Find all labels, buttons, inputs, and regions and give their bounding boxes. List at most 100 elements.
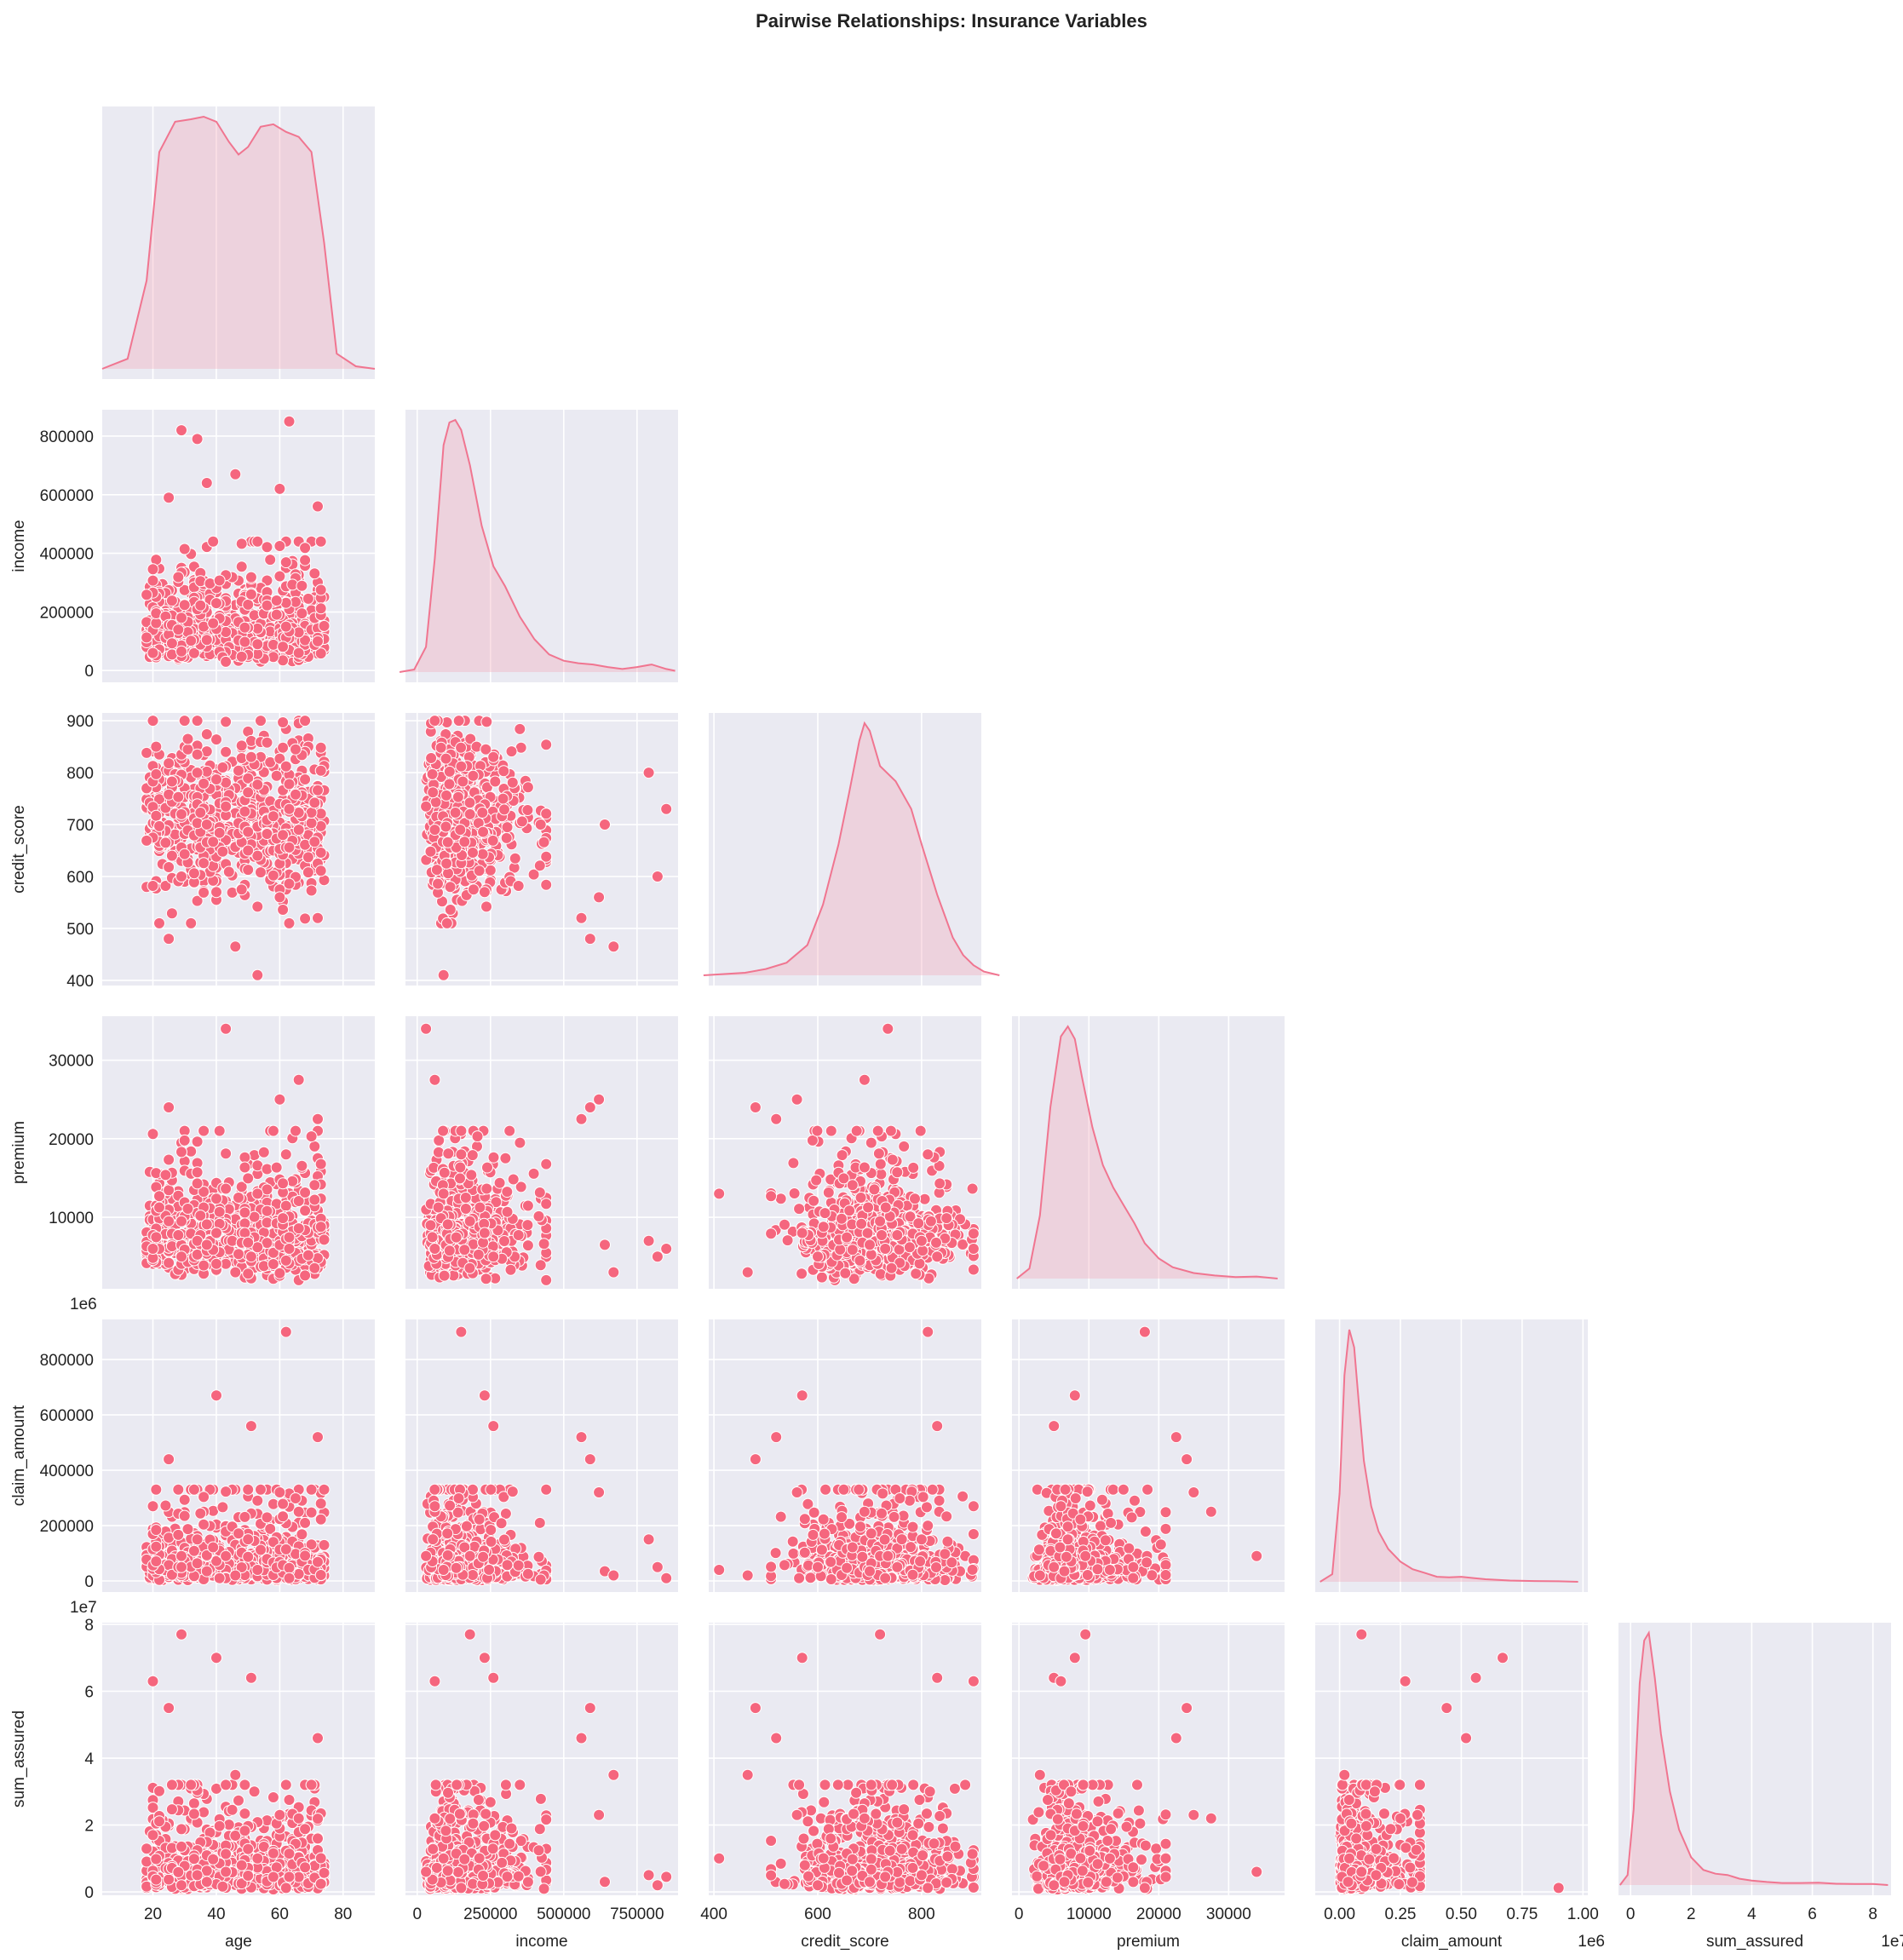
scatter-point [314,1158,327,1170]
scatter-point [459,1192,472,1204]
scatter-point [540,808,553,820]
scatter-point [882,1022,894,1035]
scatter-point [175,645,187,658]
scatter-point [191,748,204,761]
scatter-point [165,849,178,862]
scatter-point [841,1231,854,1244]
scatter-point [500,831,513,844]
scatter-point [438,1166,451,1179]
scatter-point [318,1233,331,1246]
scatter-point [200,1218,213,1231]
scatter-point [836,1149,848,1162]
y-tick-label: 30000 [49,1053,94,1071]
scatter-point [257,1146,270,1158]
scatter-point [865,1136,877,1149]
scatter-point [909,1193,921,1205]
scatter-point [233,1248,244,1261]
scatter-point [163,1256,175,1269]
scatter-point [493,1176,506,1189]
scatter-point [141,631,153,644]
scatter-point [440,789,452,802]
scatter-point [181,733,194,745]
scatter-point [194,599,207,612]
scatter-point [458,836,471,848]
scatter-point [312,635,324,647]
scatter-point [424,1219,437,1232]
scatter-point [967,1243,980,1255]
scatter-point [855,1217,868,1230]
scatter-point [159,836,172,849]
scatter-point [283,802,296,815]
scatter-point [251,1187,264,1200]
scatter-point [473,865,486,877]
scatter-point [540,1158,553,1170]
scatter-point [915,1234,928,1247]
scatter-point [463,808,476,820]
scatter-point [308,1179,321,1192]
scatter-point [420,1022,433,1035]
scatter-point [296,1159,308,1172]
scatter-point [279,1199,292,1212]
scatter-point [874,1215,887,1227]
scatter-point [314,1497,327,1510]
scatter-point [467,847,479,859]
scatter-point [273,1093,286,1106]
scatter-point [292,647,305,659]
scatter-point [426,1231,439,1244]
scatter-point [277,1497,290,1510]
scatter-point [308,567,321,580]
scatter-point [642,1234,655,1247]
scatter-point [147,715,159,727]
scatter-point [931,1250,944,1263]
scatter-point [175,424,187,437]
scatter-point [885,1262,898,1274]
scatter-point [210,1193,222,1205]
scatter-point [770,1112,783,1125]
scatter-point [187,867,200,880]
scatter-point [651,1250,664,1263]
scatter-point [480,1273,492,1285]
scatter-point [235,739,248,752]
scatter-point [858,1161,871,1174]
scatter-point [846,1179,859,1192]
scatter-point [428,824,441,836]
scatter-point [443,765,456,778]
scatter-point [308,796,321,809]
scatter-point [308,1262,321,1274]
scatter-point [273,1267,286,1279]
scatter-point [440,917,453,929]
y-tick-label: 0 [84,663,94,681]
kde-line-age [101,115,376,370]
scatter-point [239,1151,251,1164]
scatter-point [165,637,178,650]
scatter-point [251,969,264,981]
scatter-point [521,804,534,816]
scatter-point [242,1172,255,1185]
scatter-point [428,715,441,727]
scatter-point [930,1236,942,1249]
scatter-point [273,540,286,552]
scatter-point [150,1483,163,1496]
scatter-point [487,1250,500,1263]
scatter-point [854,1192,867,1204]
scatter-point [207,535,220,548]
scatter-point [314,602,327,615]
scatter-point [172,790,185,803]
scatter-point [191,767,204,779]
scatter-point [239,635,251,648]
scatter-point [200,728,213,740]
scatter-point [420,800,433,813]
scatter-point [850,1124,863,1137]
scatter-point [290,788,302,801]
scatter-point [314,583,327,596]
scatter-point [210,1257,222,1270]
panel-age-vs-age [101,106,376,379]
scatter-point [175,808,187,820]
scatter-point [791,1093,803,1106]
scatter-point [440,820,452,833]
scatter-point [480,900,492,913]
scatter-point [815,1271,828,1284]
scatter-point [261,541,273,554]
scatter-point [255,866,267,879]
